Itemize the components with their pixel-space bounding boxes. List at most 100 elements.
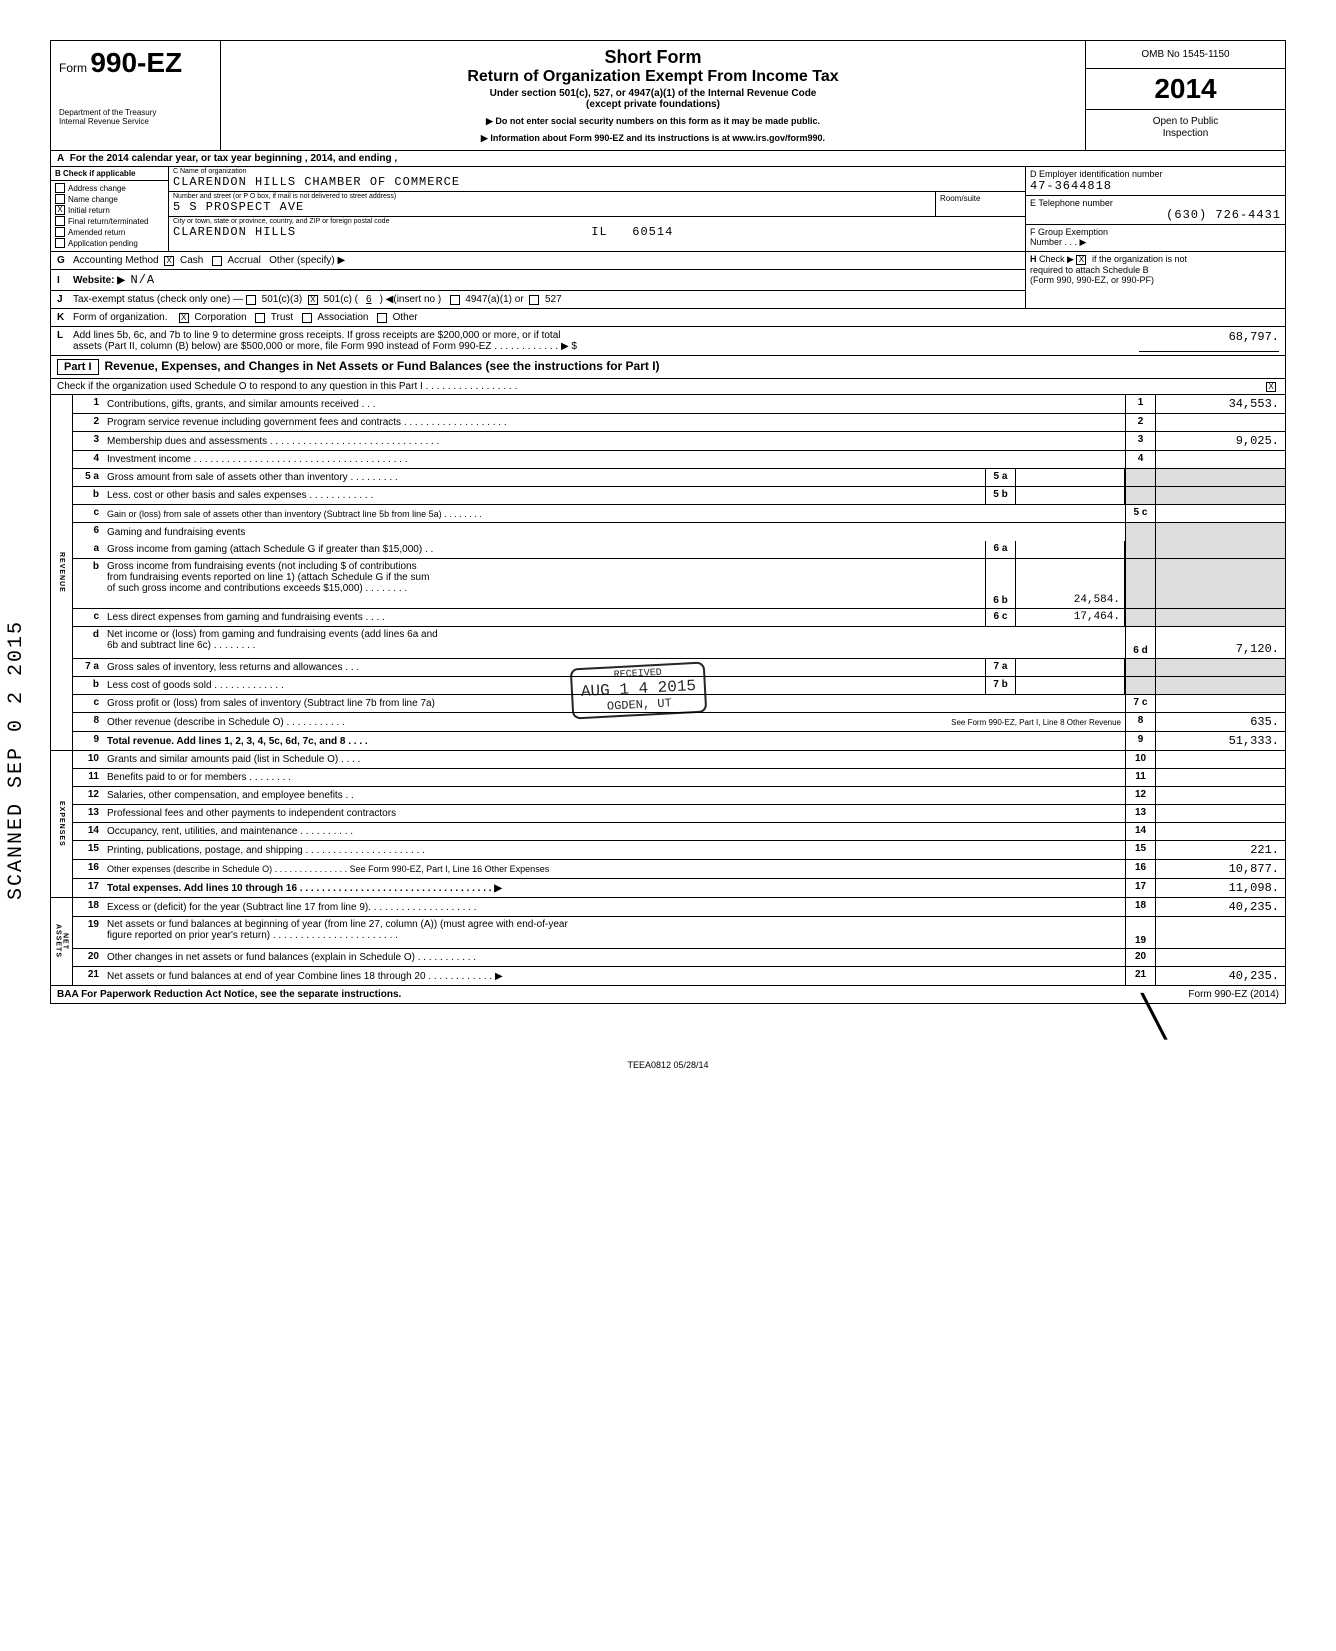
line-10-rnum: 10 [1125, 751, 1155, 768]
line-5a-ramt-shaded [1155, 469, 1285, 486]
line-7b-ramt-shaded [1155, 677, 1285, 694]
501c-label: 501(c) ( [324, 294, 358, 305]
initial-return-checkbox[interactable]: X [55, 205, 65, 215]
line-13-desc: Professional fees and other payments to … [103, 805, 1125, 822]
handwritten-slash: ╲ [50, 994, 1166, 1040]
other-org-checkbox[interactable] [377, 313, 387, 323]
line-16-desc: Other expenses (describe in Schedule O) … [103, 860, 1125, 878]
501c3-checkbox[interactable] [246, 295, 256, 305]
subtitle: Under section 501(c), 527, or 4947(a)(1)… [229, 88, 1077, 110]
accrual-label: Accrual [227, 255, 260, 266]
dept-treasury: Department of the Treasury Internal Reve… [59, 109, 212, 127]
line-5a-desc: Gross amount from sale of assets other t… [103, 469, 985, 486]
line-17-num: 17 [73, 879, 103, 897]
check-applicable: Check if applicable [63, 169, 135, 178]
h-text2: required to attach Schedule B [1030, 265, 1149, 275]
line-7c-rnum: 7 c [1125, 695, 1155, 712]
line-5a-rnum-shaded [1125, 469, 1155, 486]
4947-label: 4947(a)(1) or [465, 294, 523, 305]
form-number: 990-EZ [90, 47, 182, 78]
line-12-num: 12 [73, 787, 103, 804]
part-1-title: Revenue, Expenses, and Changes in Net As… [105, 359, 660, 373]
line-5b-midnum: 5 b [985, 487, 1015, 504]
line-10-num: 10 [73, 751, 103, 768]
accrual-checkbox[interactable] [212, 256, 222, 266]
teea-code: TEEA0812 05/28/14 [50, 1060, 1286, 1070]
line-20-desc: Other changes in net assets or fund bala… [103, 949, 1125, 966]
line-5c-num: c [73, 505, 103, 522]
line-10-desc: Grants and similar amounts paid (list in… [103, 751, 1125, 768]
cash-checkbox[interactable]: X [164, 256, 174, 266]
app-pending-label: Application pending [68, 239, 138, 248]
assoc-checkbox[interactable] [302, 313, 312, 323]
line-9-num: 9 [73, 732, 103, 750]
line-5a-midnum: 5 a [985, 469, 1015, 486]
527-checkbox[interactable] [529, 295, 539, 305]
line-6d-amt: 7,120. [1155, 627, 1285, 658]
line-12-amt [1155, 787, 1285, 804]
initial-return-label: Initial return [68, 206, 110, 215]
line-5b-midamt [1015, 487, 1125, 504]
line-8-desc: Other revenue (describe in Schedule O) .… [107, 717, 345, 728]
line-7a-ramt-shaded [1155, 659, 1285, 676]
line-7c-num: c [73, 695, 103, 712]
ssn-warning: ▶ Do not enter social security numbers o… [229, 116, 1077, 127]
footer-form: Form 990-EZ (2014) [1188, 989, 1279, 1000]
amended-label: Amended return [68, 228, 125, 237]
line-7a-desc: Gross sales of inventory, less returns a… [103, 659, 985, 676]
corp-checkbox[interactable]: X [179, 313, 189, 323]
name-change-checkbox[interactable] [55, 194, 65, 204]
line-11-desc: Benefits paid to or for members . . . . … [103, 769, 1125, 786]
line-6c-rnum-shaded [1125, 609, 1155, 626]
city-value: CLARENDON HILLS IL 60514 [169, 225, 1025, 241]
line-13-rnum: 13 [1125, 805, 1155, 822]
line-6-desc: Gaming and fundraising events [103, 523, 1125, 541]
line-5b-ramt-shaded [1155, 487, 1285, 504]
trust-checkbox[interactable] [255, 313, 265, 323]
app-pending-checkbox[interactable] [55, 238, 65, 248]
line-6d-num: d [73, 627, 103, 658]
schedule-o-checkbox[interactable]: X [1266, 382, 1276, 392]
line-5b-num: b [73, 487, 103, 504]
phone-value: (630) 726-4431 [1030, 208, 1281, 222]
amended-checkbox[interactable] [55, 227, 65, 237]
g-letter: G [57, 255, 73, 266]
line-6d-desc: Net income or (loss) from gaming and fun… [103, 627, 1125, 658]
footer-baa: BAA For Paperwork Reduction Act Notice, … [57, 989, 401, 1000]
addr-change-checkbox[interactable] [55, 183, 65, 193]
line-15-amt: 221. [1155, 841, 1285, 859]
assoc-label: Association [317, 312, 368, 323]
line-6b-ramt-shaded [1155, 559, 1285, 608]
line-19-num: 19 [73, 917, 103, 948]
line-7c-amt [1155, 695, 1285, 712]
line-14-num: 14 [73, 823, 103, 840]
final-return-label: Final return/terminated [68, 217, 148, 226]
line-6c-midnum: 6 c [985, 609, 1015, 626]
line-1-rnum: 1 [1125, 395, 1155, 413]
phone-label: E Telephone number [1030, 198, 1281, 208]
line-21-num: 21 [73, 967, 103, 985]
line-6b-desc: Gross income from fundraising events (no… [103, 559, 985, 608]
cash-label: Cash [180, 255, 203, 266]
line-2-amt [1155, 414, 1285, 431]
line-17-amt: 11,098. [1155, 879, 1285, 897]
line-1-num: 1 [73, 395, 103, 413]
schedule-b-checkbox[interactable]: X [1076, 255, 1086, 265]
4947-checkbox[interactable] [450, 295, 460, 305]
line-20-amt [1155, 949, 1285, 966]
line-8-rnum: 8 [1125, 713, 1155, 731]
row-a-text: For the 2014 calendar year, or tax year … [70, 153, 397, 164]
l-amount: 68,797. [1139, 330, 1279, 352]
title-short: Short Form [229, 47, 1077, 68]
final-return-checkbox[interactable] [55, 216, 65, 226]
line-8-num: 8 [73, 713, 103, 731]
tax-exempt-label: Tax-exempt status (check only one) — [73, 294, 243, 305]
line-16-num: 16 [73, 860, 103, 878]
line-7a-midnum: 7 a [985, 659, 1015, 676]
line-6-ramt-shaded [1155, 523, 1285, 541]
501c-checkbox[interactable]: X [308, 295, 318, 305]
line-7b-desc: Less cost of goods sold . . . . . . . . … [103, 677, 985, 694]
lines-table: RECEIVED AUG 1 4 2015 OGDEN, UT REVENUE … [50, 395, 1286, 986]
line-21-desc: Net assets or fund balances at end of ye… [103, 967, 1125, 985]
line-16-rnum: 16 [1125, 860, 1155, 878]
